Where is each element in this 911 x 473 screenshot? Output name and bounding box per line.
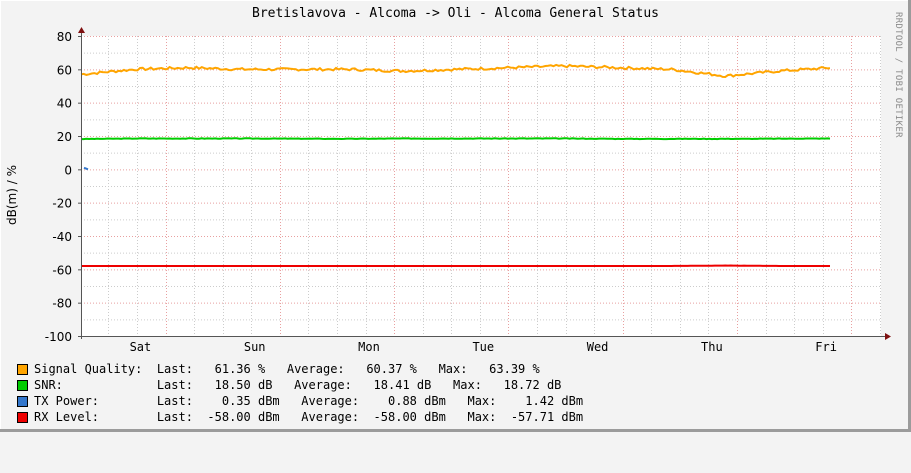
x-tick-label: Thu: [701, 340, 723, 354]
plot-area: 80 60 40 20 0 -20 -40 -60 -80 -100 Sat Sun Mon Tue Wed…: [45, 27, 891, 354]
frame-left-edge: [0, 0, 1, 432]
chart-title: Bretislavova - Alcoma -> Oli - Alcoma Ge…: [252, 6, 659, 21]
y-tick-label: -100: [45, 330, 72, 344]
y-tick-label: -20: [52, 197, 72, 211]
legend-text: RX Level: Last: -58.00 dBm Average: -58.…: [34, 410, 584, 424]
rx-level-line: [81, 264, 830, 267]
legend-item-tx-power: TX Power: Last: 0.35 dBm Average: 0.88 d…: [17, 393, 583, 457]
y-tick-label: 60: [57, 63, 72, 77]
x-tick-label: Wed: [587, 340, 609, 354]
y-axis-arrow-icon: [78, 27, 85, 33]
legend-item-snr: SNR: Last: 18.50 dB Average: 18.41 dB Ma…: [17, 377, 561, 441]
rrdtool-watermark: RRDTOOL / TOBI OETIKER: [893, 12, 903, 138]
y-tick-label: -80: [52, 297, 72, 311]
x-tick-label: Mon: [358, 340, 380, 354]
frame-top-edge: [0, 0, 911, 1]
tx-power-line: [83, 166, 89, 171]
frame-bottom-edge: [0, 429, 911, 432]
legend-item-rx-level: RX Level: Last: -58.00 dBm Average: -58.…: [17, 409, 583, 473]
snr-swatch-icon: [17, 380, 28, 391]
y-tick-label: 0: [64, 163, 72, 177]
x-tick-label: Fri: [815, 340, 837, 354]
y-tick-label: 20: [57, 130, 72, 144]
rrd-graph: Bretislavova - Alcoma -> Oli - Alcoma Ge…: [0, 0, 911, 432]
legend-text: TX Power: Last: 0.35 dBm Average: 0.88 d…: [34, 394, 584, 408]
frame-right-edge: [908, 0, 911, 432]
snr-line: [81, 137, 831, 141]
x-tick-label: Sun: [244, 340, 266, 354]
signal-quality-line: [80, 63, 831, 79]
x-tick-label: Tue: [472, 340, 494, 354]
tx-power-swatch-icon: [17, 396, 28, 407]
legend-text: Signal Quality: Last: 61.36 % Average: 6…: [34, 362, 540, 376]
y-tick-label: 40: [57, 97, 72, 111]
signal-quality-swatch-icon: [17, 364, 28, 375]
legend-item-signal-quality: Signal Quality: Last: 61.36 % Average: 6…: [17, 361, 540, 425]
y-tick-label: -40: [52, 230, 72, 244]
y-tick-label: 80: [57, 30, 72, 44]
rx-level-swatch-icon: [17, 412, 28, 423]
x-tick-label: Sat: [130, 340, 152, 354]
legend-text: SNR: Last: 18.50 dB Average: 18.41 dB Ma…: [34, 378, 562, 392]
y-tick-label: -60: [52, 263, 72, 277]
x-axis-arrow-icon: [885, 333, 891, 340]
